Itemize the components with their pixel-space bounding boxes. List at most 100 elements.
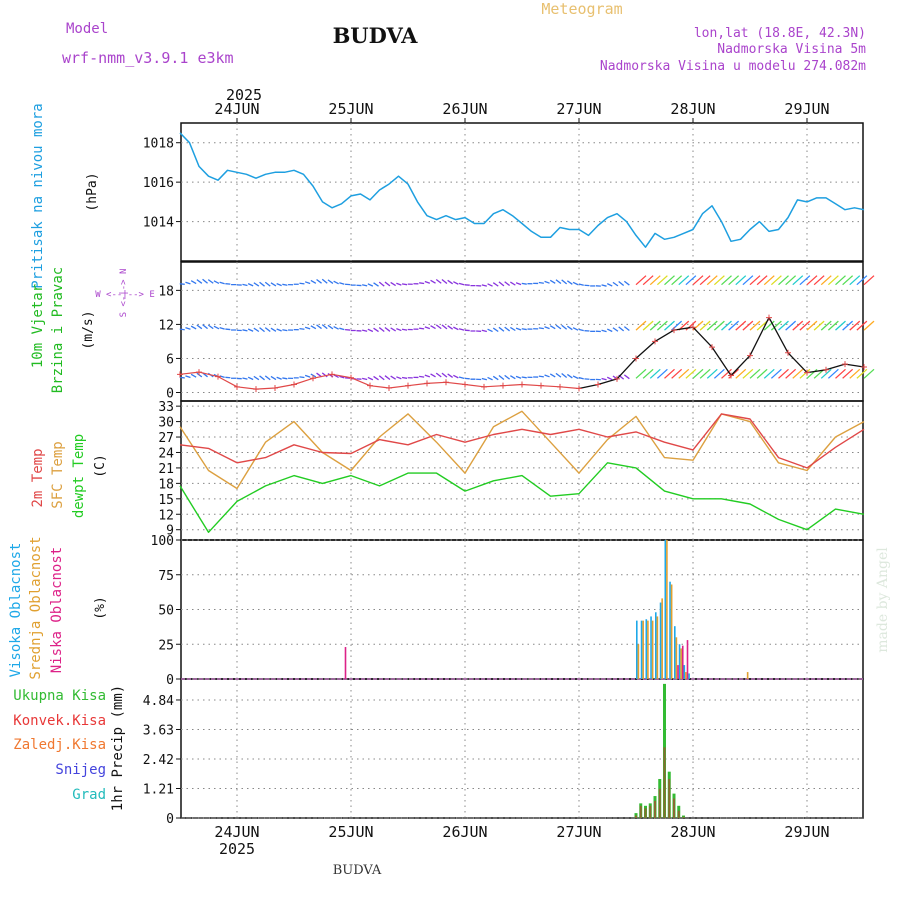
compass-ns: S <-|-> N [119, 269, 129, 318]
wind-arrow [863, 275, 875, 286]
wind-arrow [390, 327, 396, 332]
wind-speed-marker [253, 386, 259, 393]
cloud-bar [651, 620, 654, 679]
wind-arrow [728, 368, 740, 379]
precip-bar [649, 805, 652, 818]
wind-arrow [299, 376, 305, 379]
gridlines [236, 123, 808, 818]
wind-arrow [304, 281, 311, 285]
wind-arrow [481, 329, 488, 333]
wind-arrow [601, 377, 607, 381]
wind-arrow [578, 376, 584, 380]
wind-arrow [316, 324, 322, 330]
wind-arrow [706, 275, 718, 286]
cloud-bar [664, 540, 667, 679]
pressure-unit: (hPa) [85, 172, 100, 211]
wind-arrow [835, 368, 846, 379]
wind-arrow [785, 275, 797, 286]
wind-arrow [664, 275, 675, 286]
wind-arrow [242, 377, 248, 380]
precip-legend: Ukupna Kisa Konvek.Kisa Zaledj.Kisa Snij… [13, 688, 106, 803]
bottom-day-label: 26JUN [442, 823, 487, 841]
wind-arrow [538, 281, 544, 284]
wind-arrow [606, 328, 613, 333]
wind-arrow [735, 368, 747, 379]
precip-bar [682, 816, 685, 818]
wind-arrow [572, 375, 579, 379]
wind-arrow [699, 320, 711, 331]
wind-arrow [763, 320, 775, 331]
wind-arrow [856, 368, 868, 379]
wind-arrow [827, 368, 839, 379]
wind-arrow [327, 279, 334, 284]
wind-arrow [247, 283, 254, 287]
wind-arrow [749, 275, 761, 286]
y-tick-label: 3.63 [143, 723, 174, 738]
wind-arrow [447, 373, 454, 378]
wind-arrow [430, 279, 436, 284]
wind-arrow [259, 375, 265, 381]
wind-arrow [213, 325, 220, 330]
cloud-panel: 100 75 50 25 0 [151, 534, 863, 688]
wind-arrow [664, 320, 675, 331]
wind-speed-marker [861, 363, 867, 370]
wind-arrow [458, 376, 465, 379]
wind-arrow [202, 278, 208, 284]
wind-arrow [572, 327, 579, 331]
y-tick-label: 21 [158, 462, 174, 477]
wind-arrow [649, 368, 661, 379]
wind-arrow [863, 368, 875, 379]
wind-arrow [362, 284, 368, 287]
wind-arrow [259, 281, 265, 287]
wind-arrow [606, 283, 613, 287]
wind-arrow [612, 281, 619, 287]
credit-text: made by Angel [875, 547, 891, 653]
wind-arrow [806, 320, 818, 331]
cloud-title-2: Srednja Oblacnost [28, 536, 44, 679]
product-title: Meteogram [541, 0, 622, 18]
page-title: BUDVA [333, 23, 419, 48]
wind-arrow [515, 375, 522, 379]
cloud-bar [661, 598, 663, 679]
y-tick-label: 50 [158, 604, 174, 619]
wind-speed-marker [367, 382, 373, 389]
legend-hail: Grad [72, 787, 106, 803]
cloud-unit: (%) [93, 596, 108, 619]
cloud-bar [685, 672, 687, 679]
cloud-bar [680, 648, 682, 679]
cloud-bar [681, 645, 684, 679]
wind-speed-marker [405, 382, 411, 389]
wind-arrow [435, 324, 442, 330]
wind-arrow [401, 328, 408, 331]
wind-arrow [685, 368, 697, 379]
wind-arrow [492, 327, 499, 333]
wind-arrow [498, 375, 505, 381]
cloud-bar [637, 644, 640, 679]
y-tick-label: 15 [158, 493, 174, 508]
panel-frame [180, 122, 864, 262]
sfc-temp-line [179, 410, 865, 490]
wind-arrow [572, 281, 579, 286]
wind-arrow [276, 328, 282, 332]
wind-arrow [196, 324, 203, 330]
bottom-year-label: 2025 [219, 840, 255, 858]
wind-arrow [561, 372, 568, 378]
wind-arrow [441, 324, 448, 330]
wind-arrow [842, 275, 854, 286]
cloud-bar [670, 584, 673, 679]
wind-arrow [612, 327, 619, 332]
temp-title-3: dewpt Temp [71, 434, 87, 518]
wind-arrow [510, 326, 516, 332]
wind-arrow [785, 320, 797, 331]
wind-arrow [618, 281, 625, 287]
wind-arrow [247, 376, 254, 381]
wind-arrow [728, 275, 740, 286]
cloud-bar [666, 540, 668, 679]
wind-arrow [424, 280, 431, 284]
pressure-panel: 1018 1016 1014 [143, 132, 865, 248]
wind-speed-marker [747, 352, 753, 359]
wind-arrow [321, 372, 328, 378]
y-tick-label: 18 [158, 284, 174, 299]
wind-arrow [515, 327, 522, 331]
